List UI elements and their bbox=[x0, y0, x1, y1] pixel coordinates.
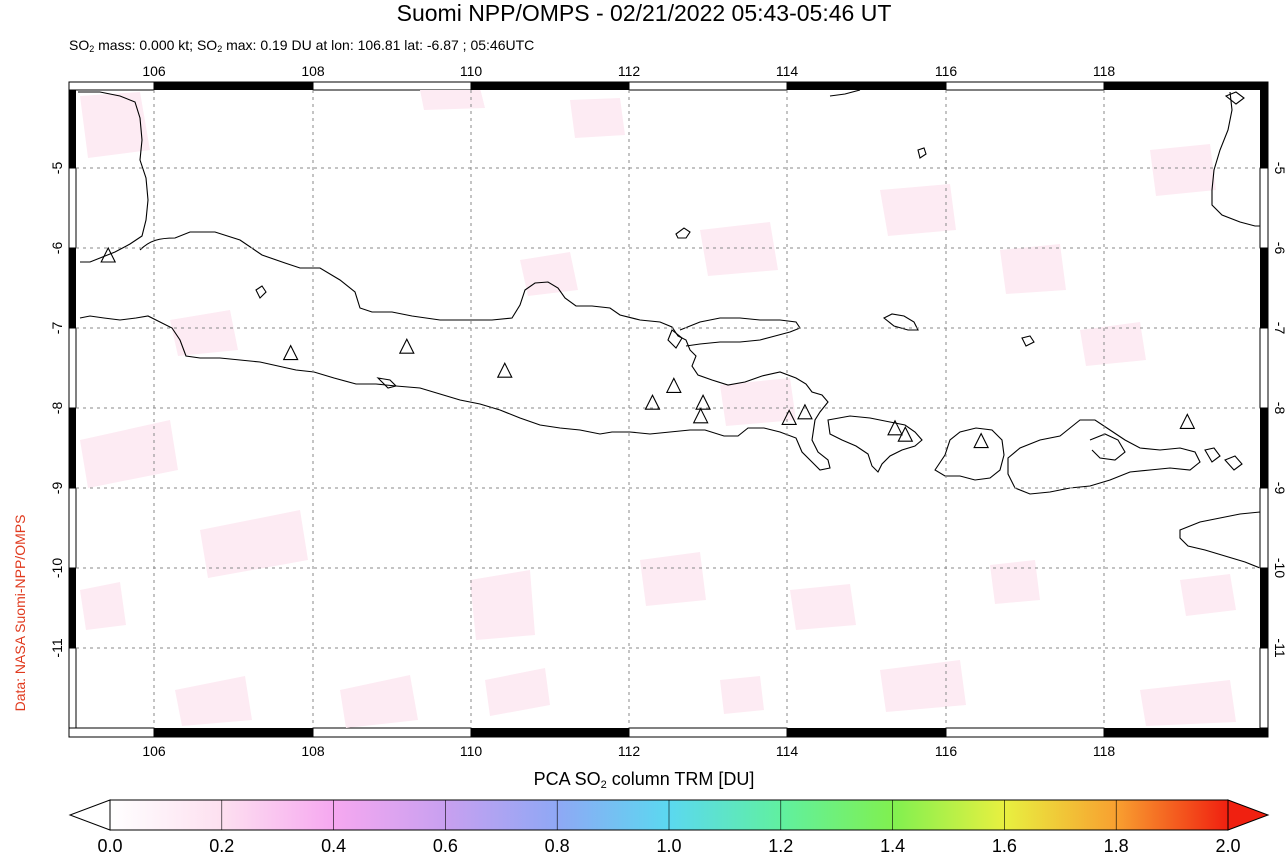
volcano-marker bbox=[695, 393, 711, 410]
colorbar-title-sub: 2 bbox=[600, 779, 607, 791]
colorbar-ticks: 0.0 0.2 0.4 0.6 0.8 1.0 1.2 1.4 1.6 1.8 2.0 bbox=[97, 800, 1241, 855]
lon-label-top-106: 106 bbox=[142, 63, 166, 79]
lat-label-right-5: -5 bbox=[1272, 162, 1288, 175]
lat-label-right-9: -9 bbox=[1272, 482, 1288, 495]
lat-label-left-8: -8 bbox=[49, 402, 65, 415]
so2-mass-subscript: 2 bbox=[89, 44, 95, 54]
lat-label-left-9: -9 bbox=[49, 482, 65, 495]
colorbar-title-prefix: PCA SO bbox=[533, 769, 601, 789]
volcano-marker bbox=[496, 361, 513, 378]
lat-label-left-6: -6 bbox=[49, 242, 65, 255]
colorbar-tick-label: 0.8 bbox=[545, 836, 570, 855]
lat-label-right-11: -11 bbox=[1272, 638, 1288, 657]
lat-label-left-11: -11 bbox=[49, 638, 65, 657]
colorbar-tick-label: 1.2 bbox=[768, 836, 793, 855]
volcano-marker bbox=[282, 344, 299, 361]
lon-label-bottom-110: 110 bbox=[460, 743, 483, 759]
colorbar-high-arrow bbox=[1227, 799, 1270, 831]
colorbar-tick-label: 2.0 bbox=[1215, 836, 1240, 855]
lon-label-top-116: 116 bbox=[935, 63, 958, 79]
colorbar-tick-label: 1.0 bbox=[656, 836, 681, 855]
so2-pixels bbox=[80, 90, 1236, 728]
lon-label-bottom-108: 108 bbox=[301, 743, 325, 759]
volcano-marker bbox=[973, 432, 990, 449]
volcano-marker bbox=[781, 409, 798, 425]
volcano-marker bbox=[665, 377, 682, 393]
map-title: Suomi NPP/OMPS - 02/21/2022 05:43-05:46 … bbox=[396, 0, 892, 26]
lon-label-top-108: 108 bbox=[301, 63, 325, 79]
so2-max-subscript: 2 bbox=[217, 44, 223, 54]
volcano-marker bbox=[398, 337, 415, 354]
colorbar-title: PCA SO2 column TRM [DU] bbox=[0, 768, 1288, 796]
lon-label-top-118: 118 bbox=[1093, 63, 1116, 79]
colorbar: 0.0 0.2 0.4 0.6 0.8 1.0 1.2 1.4 1.6 1.8 2.0 bbox=[68, 799, 1270, 855]
volcano-marker bbox=[100, 246, 117, 263]
colorbar-tick-label: 0.6 bbox=[433, 836, 458, 855]
lat-label-left-10: -10 bbox=[49, 558, 65, 578]
frame-checker-bars bbox=[68, 81, 1269, 738]
colorbar-tick-label: 0.0 bbox=[97, 836, 122, 855]
colorbar-title-suffix: column TRM [DU] bbox=[606, 769, 755, 789]
lon-label-top-112: 112 bbox=[618, 63, 641, 79]
colorbar-low-arrow bbox=[68, 799, 111, 831]
lat-label-left-5: -5 bbox=[49, 162, 65, 175]
map-frame bbox=[68, 81, 1269, 738]
so2-mass-text: mass: 0.000 kt; SO bbox=[94, 37, 218, 53]
lon-label-bottom-106: 106 bbox=[142, 743, 166, 759]
lat-label-right-6: -6 bbox=[1272, 242, 1288, 255]
volcano-marker bbox=[797, 403, 813, 420]
lon-label-bottom-118: 118 bbox=[1093, 743, 1116, 759]
lon-labels-top: 106 108 110 112 114 116 118 bbox=[142, 63, 1115, 79]
lon-label-top-110: 110 bbox=[460, 63, 483, 79]
volcano-marker bbox=[644, 393, 661, 410]
so2-mass-prefix: SO bbox=[69, 37, 90, 53]
volcano-marker bbox=[897, 425, 914, 442]
lat-label-left-7: -7 bbox=[49, 322, 65, 335]
volcano-markers bbox=[100, 246, 1196, 449]
volcano-marker bbox=[692, 407, 709, 424]
so2-max-text: max: 0.19 DU at lon: 106.81 lat: -6.87 ;… bbox=[222, 37, 535, 53]
volcano-marker bbox=[1179, 413, 1196, 429]
lat-label-right-8: -8 bbox=[1272, 402, 1288, 415]
lat-labels-right: -5 -6 -7 -8 -9 -10 -11 bbox=[1272, 162, 1288, 658]
so2-summary: SO2 mass: 0.000 kt; SO2 max: 0.19 DU at … bbox=[69, 36, 534, 58]
colorbar-tick-label: 1.6 bbox=[992, 836, 1017, 855]
colorbar-tick-label: 1.4 bbox=[880, 836, 905, 855]
lon-label-top-114: 114 bbox=[776, 63, 799, 79]
colorbar-tick-label: 0.4 bbox=[321, 836, 346, 855]
coastlines bbox=[78, 90, 1260, 569]
lon-label-bottom-116: 116 bbox=[935, 743, 958, 759]
graticule bbox=[76, 90, 1260, 728]
colorbar-tick-label: 0.2 bbox=[209, 836, 234, 855]
lat-labels-left: -5 -6 -7 -8 -9 -10 -11 bbox=[49, 162, 65, 658]
lat-label-right-7: -7 bbox=[1272, 322, 1288, 335]
colorbar-tick-label: 1.8 bbox=[1104, 836, 1129, 855]
lat-label-right-10: -10 bbox=[1272, 558, 1288, 578]
lon-label-bottom-114: 114 bbox=[776, 743, 799, 759]
volcano-marker bbox=[887, 419, 903, 436]
lon-label-bottom-112: 112 bbox=[618, 743, 641, 759]
lon-labels-bottom: 106 108 110 112 114 116 118 bbox=[142, 743, 1115, 759]
